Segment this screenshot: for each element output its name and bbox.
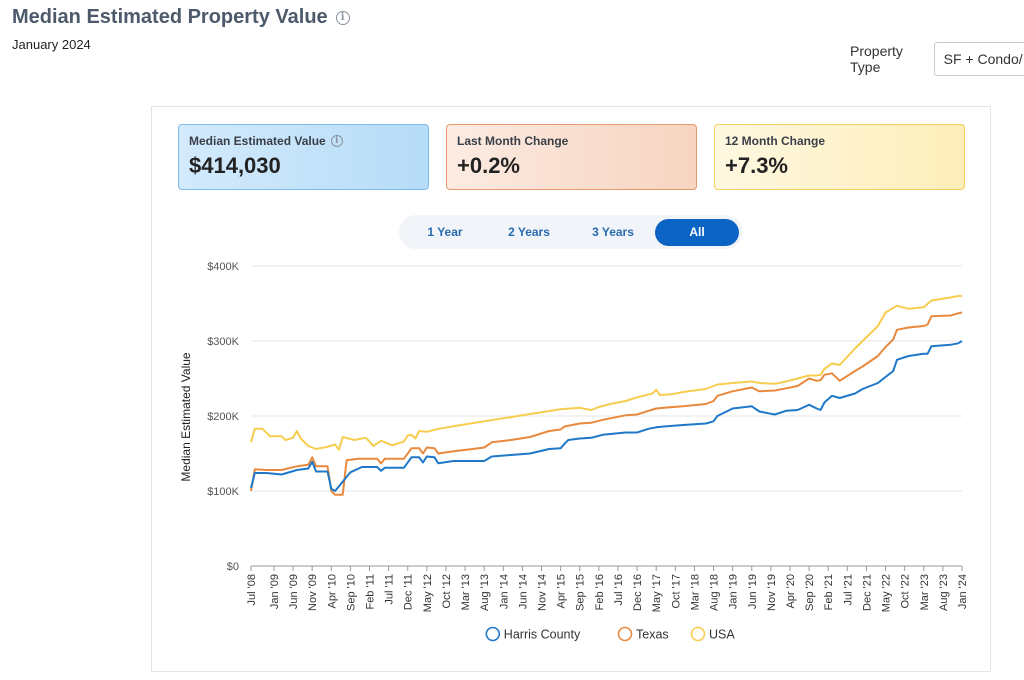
x-tick-label: Mar '18: [689, 574, 701, 610]
x-tick-label: Aug '13: [479, 574, 491, 611]
x-tick-label: Jul '16: [613, 574, 625, 605]
y-tick-label: $400K: [207, 261, 239, 273]
median-value-card: Median Estimated Value i $414,030: [178, 124, 429, 190]
tab-all[interactable]: All: [655, 218, 739, 246]
y-tick-label: $100K: [207, 486, 239, 498]
x-tick-label: Jan '14: [498, 574, 510, 609]
x-tick-label: Jan '19: [728, 574, 740, 609]
last-month-change-label: Last Month Change: [457, 134, 569, 148]
legend-label-usa: USA: [709, 628, 735, 642]
x-tick-label: Nov '09: [307, 574, 319, 611]
x-tick-label: Nov '14: [537, 574, 549, 611]
x-tick-label: Mar '13: [460, 574, 472, 610]
series-line-harris-county: [250, 340, 963, 492]
median-info-icon[interactable]: i: [330, 135, 343, 147]
x-tick-label: Nov '19: [766, 574, 778, 611]
x-tick-label: Oct '22: [900, 574, 912, 609]
legend-label-harris-county: Harris County: [504, 628, 581, 642]
x-tick-label: Jun '09: [288, 574, 300, 609]
legend-marker-usa: [690, 626, 706, 642]
x-tick-label: Feb '16: [594, 574, 606, 610]
legend-label-texas: Texas: [636, 628, 669, 642]
tab-3-years[interactable]: 3 Years: [592, 225, 634, 239]
time-range-tabs: 1 Year 2 Years 3 Years All: [399, 215, 743, 249]
median-value-label-row: Median Estimated Value i: [189, 134, 418, 148]
property-type-label: Property Type: [850, 43, 903, 75]
x-tick-label: Jun '14: [517, 574, 529, 609]
x-tick-label: Jan '09: [269, 574, 281, 609]
twelve-month-change-label: 12 Month Change: [725, 134, 826, 148]
x-tick-label: Sep '20: [804, 574, 816, 611]
y-tick-label: $200K: [207, 411, 239, 423]
series-line-texas: [250, 311, 963, 496]
x-tick-label: May '17: [651, 574, 663, 612]
x-tick-label: Apr '20: [785, 574, 797, 609]
last-month-change-card: Last Month Change +0.2%: [446, 124, 697, 190]
page-subtitle: January 2024: [12, 37, 91, 52]
legend-marker-texas: [617, 626, 633, 642]
x-tick-label: May '22: [881, 574, 893, 612]
x-tick-label: Jul '21: [842, 574, 854, 605]
property-type-filter: Property Type SF + Condo/: [850, 42, 1024, 76]
x-tick-label: Apr '10: [326, 574, 338, 609]
y-axis-title: Median Estimated Value: [179, 352, 193, 482]
property-type-select[interactable]: SF + Condo/: [933, 42, 1024, 76]
median-value: $414,030: [189, 153, 281, 178]
x-tick-label: Oct '17: [670, 574, 682, 609]
y-tick-label: $0: [227, 561, 239, 573]
x-tick-label: Mar '23: [919, 574, 931, 610]
page-title-text: Median Estimated Property Value: [12, 6, 328, 28]
twelve-month-change-value: +7.3%: [725, 153, 788, 178]
x-tick-label: Feb '11: [365, 574, 377, 610]
x-tick-label: Aug '18: [709, 574, 721, 611]
y-tick-label: $300K: [207, 336, 239, 348]
x-tick-label: Dec '16: [632, 574, 644, 611]
tab-1-year[interactable]: 1 Year: [427, 225, 463, 239]
legend-marker-harris-county: [485, 626, 501, 642]
median-value-label: Median Estimated Value: [189, 134, 326, 148]
x-tick-label: Sep '10: [345, 574, 357, 611]
x-tick-label: Dec '11: [403, 574, 415, 610]
x-tick-label: Dec '21: [861, 574, 873, 611]
x-tick-label: Oct '12: [441, 574, 453, 609]
tab-2-years[interactable]: 2 Years: [508, 225, 550, 239]
x-tick-label: Jun '19: [747, 574, 759, 609]
x-tick-label: Feb '21: [823, 574, 835, 610]
x-tick-label: Sep '15: [575, 574, 587, 611]
x-tick-label: May '12: [422, 574, 434, 612]
page-title: Median Estimated Property Value i: [12, 6, 350, 29]
x-tick-label: Jul '11: [384, 574, 396, 605]
last-month-change-value: +0.2%: [457, 153, 520, 178]
twelve-month-change-card: 12 Month Change +7.3%: [714, 124, 965, 190]
x-tick-label: Apr '15: [556, 574, 568, 609]
series-line-usa: [250, 295, 962, 451]
x-tick-label: Aug '23: [938, 574, 950, 611]
info-icon[interactable]: i: [335, 10, 350, 25]
x-tick-label: Jul '08: [246, 574, 258, 605]
x-tick-label: Jan '24: [957, 574, 969, 609]
chart-panel: Median Estimated Value i $414,030 Last M…: [151, 106, 991, 672]
